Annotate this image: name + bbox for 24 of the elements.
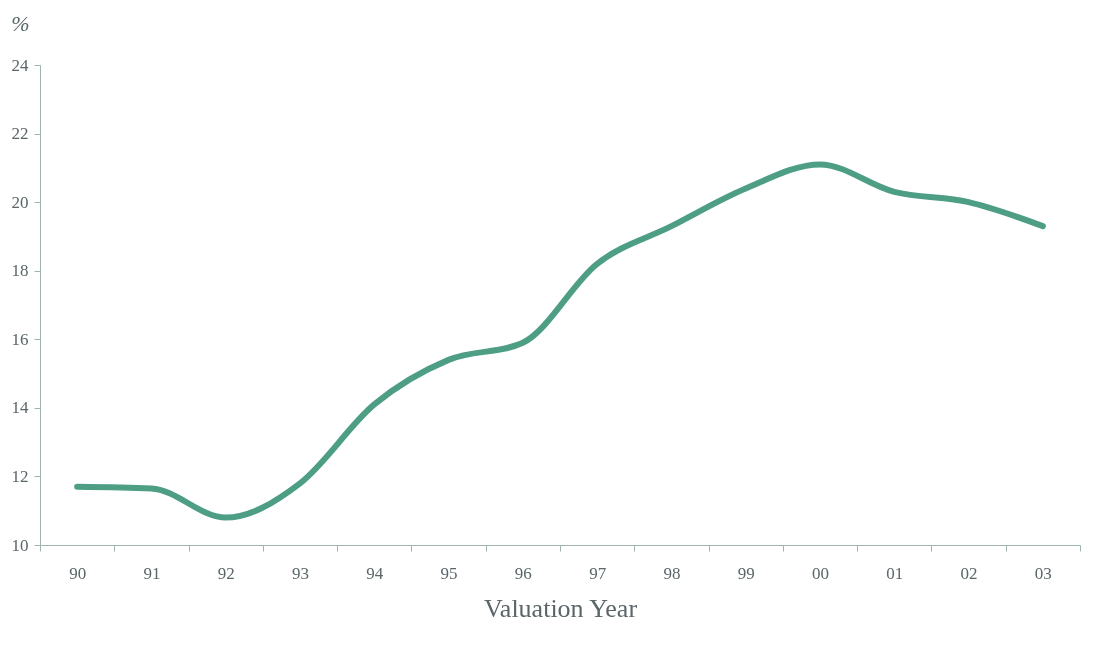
x-tick-label: 01 (886, 563, 904, 583)
x-tick-label: 03 (1034, 563, 1052, 583)
x-tick-label: 97 (589, 563, 607, 583)
x-tick-label: 93 (292, 563, 309, 583)
x-tick-label: 91 (143, 563, 161, 583)
x-tick-label: 98 (663, 563, 681, 583)
x-tick-label: 94 (366, 563, 384, 583)
x-tick-label: 02 (960, 563, 978, 583)
x-tick-label: 00 (812, 563, 829, 583)
y-tick-label: 12 (11, 466, 29, 486)
y-tick-label: 22 (11, 124, 29, 144)
x-tick-label: 90 (69, 563, 87, 583)
y-tick-label: 18 (11, 261, 29, 281)
x-tick-label: 92 (217, 563, 235, 583)
y-axis-title: % (11, 10, 30, 36)
x-tick-label: 96 (514, 563, 532, 583)
y-tick-label: 10 (11, 535, 29, 555)
x-axis-title: Valuation Year (483, 593, 638, 623)
y-tick-label: 14 (11, 398, 29, 418)
y-tick-label: 24 (11, 55, 29, 75)
x-tick-label: 99 (737, 563, 755, 583)
x-tick-label: 95 (440, 563, 458, 583)
y-tick-label: 20 (11, 192, 29, 212)
y-tick-label: 16 (11, 329, 29, 349)
